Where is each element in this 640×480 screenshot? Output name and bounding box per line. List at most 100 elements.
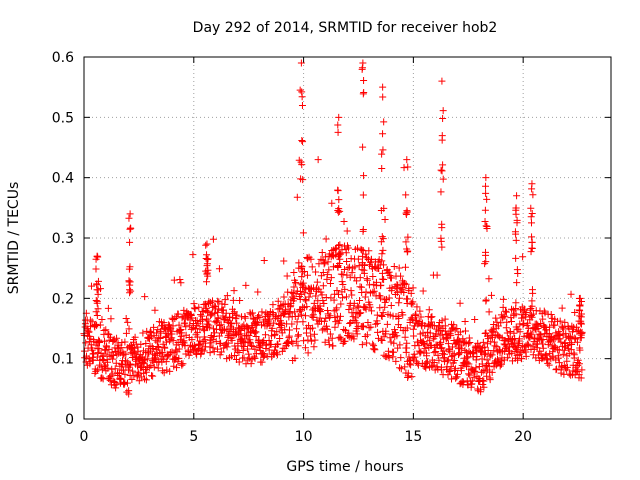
data-point [557, 338, 565, 346]
data-point [438, 77, 446, 85]
data-point [454, 370, 462, 378]
data-point [120, 380, 128, 388]
data-point [233, 311, 241, 319]
data-point [555, 354, 563, 362]
data-point [285, 332, 293, 340]
data-point [379, 146, 387, 154]
data-point [217, 348, 225, 356]
data-point [456, 328, 464, 336]
data-point [385, 354, 393, 362]
data-point [393, 281, 401, 289]
data-point [318, 291, 326, 299]
data-point [311, 336, 319, 344]
data-point [407, 289, 415, 297]
data-point [96, 321, 104, 329]
data-point [379, 235, 387, 243]
data-point [370, 342, 378, 350]
data-point [294, 332, 302, 340]
data-point [529, 191, 537, 199]
data-point [154, 364, 162, 372]
data-point [299, 229, 307, 237]
data-point [563, 363, 571, 371]
data-point [453, 324, 461, 332]
data-point [415, 317, 423, 325]
data-point [210, 325, 218, 333]
data-point [244, 345, 252, 353]
data-point [367, 323, 375, 331]
data-point [428, 313, 436, 321]
data-point [499, 303, 507, 311]
data-point [341, 285, 349, 293]
data-point [204, 307, 212, 315]
data-point [456, 349, 464, 357]
data-point [485, 275, 493, 283]
data-point [87, 282, 95, 290]
data-point [396, 364, 404, 372]
data-point [323, 322, 331, 330]
data-point [439, 161, 447, 169]
data-point [401, 279, 409, 287]
data-point [320, 317, 328, 325]
data-point [265, 337, 273, 345]
data-point [121, 370, 129, 378]
data-point [240, 321, 248, 329]
data-point [432, 348, 440, 356]
data-point [372, 320, 380, 328]
data-point [346, 319, 354, 327]
data-point [225, 318, 233, 326]
data-point [360, 323, 368, 331]
data-point [379, 246, 387, 254]
data-point [528, 313, 536, 321]
data-point [545, 361, 553, 369]
data-point [326, 330, 334, 338]
gridlines [84, 57, 611, 419]
data-point [109, 355, 117, 363]
data-point [235, 348, 243, 356]
data-point [339, 280, 347, 288]
data-point [358, 65, 366, 73]
data-point [273, 341, 281, 349]
data-point [191, 341, 199, 349]
data-point [426, 329, 434, 337]
data-point [390, 263, 398, 271]
data-point [499, 313, 507, 321]
data-point [512, 310, 520, 318]
data-point [401, 263, 409, 271]
data-point [359, 252, 367, 260]
data-point [235, 331, 243, 339]
data-point [139, 329, 147, 337]
data-point [332, 306, 340, 314]
x-tick-label: 5 [189, 429, 198, 445]
data-point [459, 378, 467, 386]
data-point [566, 333, 574, 341]
data-point [369, 288, 377, 296]
data-point [106, 376, 114, 384]
data-point [497, 319, 505, 327]
data-point [527, 329, 535, 337]
data-point [191, 324, 199, 332]
data-point [334, 128, 342, 136]
data-point [512, 299, 520, 307]
data-point [493, 318, 501, 326]
y-tick-label: 0 [65, 412, 74, 428]
data-point [475, 342, 483, 350]
data-point [350, 304, 358, 312]
data-point [327, 274, 335, 282]
data-point [339, 294, 347, 302]
data-point [305, 293, 313, 301]
y-tick-label: 0.1 [52, 352, 74, 368]
data-point [340, 326, 348, 334]
data-point [380, 261, 388, 269]
data-point [317, 272, 325, 280]
data-point [457, 367, 465, 375]
data-point [527, 213, 535, 221]
data-point [202, 267, 210, 275]
data-point [149, 345, 157, 353]
data-point [356, 296, 364, 304]
data-point [334, 121, 342, 129]
data-point [308, 263, 316, 271]
data-point [389, 353, 397, 361]
data-point [370, 287, 378, 295]
data-point [519, 253, 527, 261]
data-point [100, 337, 108, 345]
